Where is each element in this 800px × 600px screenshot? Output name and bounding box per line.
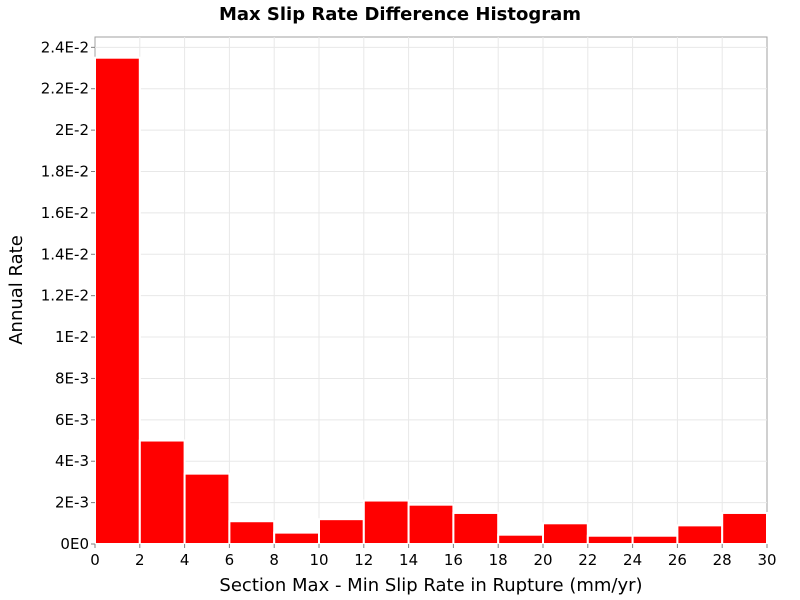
y-tick-label: 0E0: [60, 535, 89, 553]
bar-9: [497, 533, 545, 545]
y-tick-label: 1E-2: [55, 328, 89, 346]
y-tick-label: 1.4E-2: [41, 245, 89, 263]
y-tick-label: 2.4E-2: [41, 38, 89, 56]
x-tick-label: 4: [180, 551, 190, 569]
x-tick-label: 16: [444, 551, 463, 569]
bar-5: [318, 518, 365, 546]
x-axis-label: Section Max - Min Slip Rate in Rupture (…: [219, 575, 642, 596]
bar-1: [138, 439, 186, 545]
y-axis-ticks: 0E0 2E-3 4E-3 6E-3 8E-3 1E-2 1.2E-2 1.4E-2 1.6E-…: [41, 38, 95, 553]
bar-series: [94, 56, 769, 546]
bar-3: [228, 520, 276, 546]
y-tick-label: 1.2E-2: [41, 287, 89, 305]
bar-12: [631, 534, 679, 546]
bar-2: [183, 472, 231, 545]
y-axis-label: Annual Rate: [6, 235, 27, 345]
x-tick-label: 2: [135, 551, 145, 569]
y-tick-label: 8E-3: [55, 369, 89, 387]
x-tick-label: 6: [225, 551, 235, 569]
bar-13: [676, 524, 724, 545]
y-tick-label: 2E-3: [55, 494, 89, 512]
bar-7: [407, 503, 455, 546]
grid-lines: [95, 37, 767, 544]
y-tick-label: 6E-3: [55, 411, 89, 429]
x-tick-label: 20: [533, 551, 552, 569]
bar-10: [542, 522, 589, 546]
y-tick-label: 2E-2: [55, 121, 89, 139]
plot-area: [94, 36, 768, 545]
x-tick-label: 30: [757, 551, 776, 569]
bar-14: [721, 511, 769, 545]
x-tick-label: 12: [354, 551, 373, 569]
x-tick-label: 24: [623, 551, 642, 569]
bar-8: [452, 511, 500, 545]
y-tick-label: 4E-3: [55, 452, 89, 470]
y-tick-label: 1.8E-2: [41, 163, 89, 181]
x-tick-label: 8: [269, 551, 279, 569]
x-tick-label: 10: [309, 551, 328, 569]
x-axis-ticks: 0 2 4 6 8 10 12 14 16 18 20 22 24 26 28 30: [90, 544, 777, 569]
x-tick-label: 26: [668, 551, 687, 569]
x-tick-label: 0: [90, 551, 100, 569]
chart-title: Max Slip Rate Difference Histogram: [219, 4, 581, 25]
x-tick-label: 18: [489, 551, 508, 569]
x-tick-label: 22: [578, 551, 597, 569]
x-tick-label: 28: [713, 551, 732, 569]
y-tick-label: 2.2E-2: [41, 80, 89, 98]
x-tick-label: 14: [399, 551, 418, 569]
bar-6: [362, 499, 410, 545]
bar-0: [94, 56, 141, 545]
bar-11: [586, 534, 634, 546]
bar-4: [273, 531, 321, 545]
y-tick-label: 1.6E-2: [41, 204, 89, 222]
